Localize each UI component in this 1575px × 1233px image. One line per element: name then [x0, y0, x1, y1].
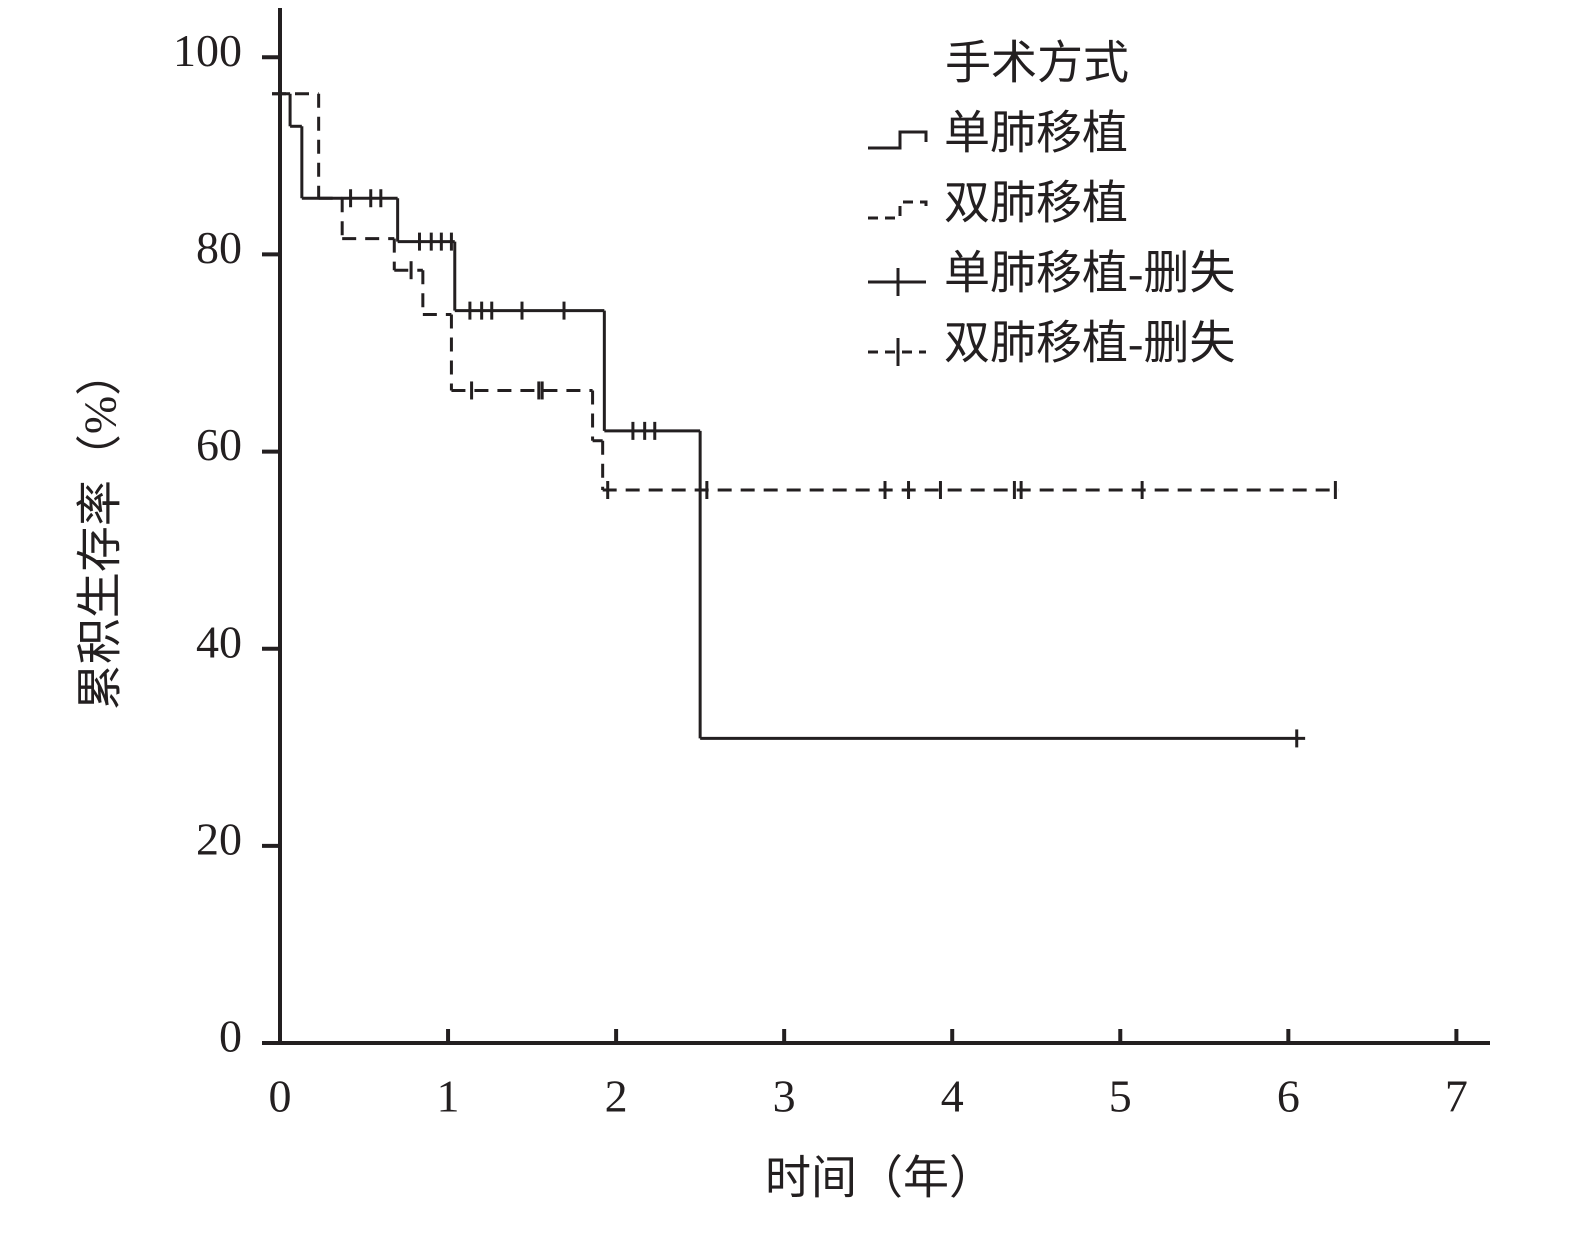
- x-tick-label: 2: [605, 1071, 628, 1122]
- legend-label: 单肺移植-删失: [944, 248, 1235, 299]
- x-tick-label: 3: [773, 1071, 796, 1122]
- legend-title: 手术方式: [945, 38, 1129, 89]
- legend-label: 单肺移植: [944, 108, 1128, 159]
- x-tick-label: 6: [1277, 1071, 1300, 1122]
- y-tick-label: 20: [196, 813, 242, 864]
- y-tick-label: 100: [173, 25, 242, 76]
- legend-label: 双肺移植-删失: [944, 318, 1235, 369]
- y-axis-label: 累积生存率（%）: [75, 350, 126, 710]
- x-tick-label: 5: [1109, 1071, 1132, 1122]
- y-tick-label: 80: [196, 222, 242, 273]
- x-tick-label: 1: [437, 1071, 460, 1122]
- y-tick-label: 60: [196, 419, 242, 470]
- legend-swatch: [868, 200, 928, 220]
- y-tick-label: 0: [219, 1011, 242, 1062]
- legend-swatch: [868, 130, 928, 150]
- legend-label: 双肺移植: [944, 178, 1128, 229]
- x-tick-label: 7: [1445, 1071, 1468, 1122]
- y-tick-label: 40: [196, 616, 242, 667]
- x-tick-label: 0: [269, 1071, 292, 1122]
- x-tick-label: 4: [941, 1071, 964, 1122]
- x-axis-label: 时间（年）: [765, 1153, 995, 1204]
